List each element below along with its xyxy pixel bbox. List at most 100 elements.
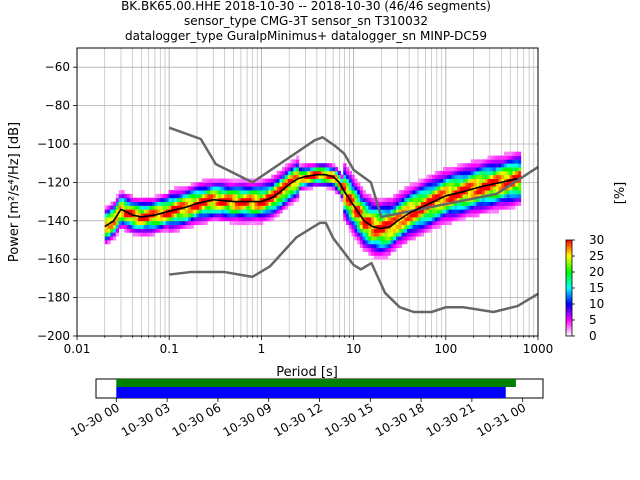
psd-cell [459,193,463,199]
psd-cell [420,186,425,191]
psd-cell [454,167,458,172]
psd-cell [440,205,444,210]
psd-cell [404,201,408,206]
psd-cell [448,193,452,199]
psd-cell [218,209,222,214]
psd-cell [473,205,477,210]
psd-cell [368,220,372,226]
psd-cell [451,167,455,172]
psd-cell [315,182,319,187]
psd-cell [162,213,167,218]
psd-cell [187,205,192,210]
timeline-tick-label: 10-30 06 [170,400,224,439]
psd-cell [346,209,350,214]
psd-cell [354,236,358,241]
psd-cell [398,228,402,233]
psd-cell [479,182,483,187]
psd-cell [379,197,383,202]
psd-cell [304,167,308,172]
psd-cell [459,201,463,206]
psd-cell [398,232,402,237]
psd-cell [420,201,425,206]
psd-cell [407,186,411,191]
psd-cell [448,190,452,195]
psd-cell [298,163,303,168]
psd-cell [407,213,411,218]
psd-cell [515,193,519,199]
psd-cell [456,178,461,183]
psd-cell [160,220,164,226]
psd-cell [287,193,291,199]
psd-cell [104,209,108,214]
psd-cell [454,170,458,176]
psd-cell [104,213,108,218]
psd-cell [348,170,352,176]
psd-cell [121,224,125,229]
psd-cell [251,182,255,187]
psd-cell [157,197,161,202]
psd-cell [365,201,369,206]
psd-cell [362,220,366,226]
psd-cell [429,213,433,218]
psd-cell [387,228,391,233]
psd-cell [218,205,222,210]
psd-cell [121,216,125,222]
psd-cell [246,186,250,191]
psd-cell [451,186,455,191]
psd-cell [104,240,108,245]
psd-cell [210,205,214,210]
psd-cell [251,213,255,218]
psd-cell [454,190,458,195]
psd-cell [346,220,350,226]
psd-cell [443,197,447,202]
psd-cell [437,201,441,206]
psd-cell [387,209,391,214]
psd-cell [373,209,377,214]
psd-cell [265,216,269,222]
psd-cell [490,190,494,195]
x-axis: 0.01 0.1 1 10 100 1000 [64,336,553,356]
psd-cell [174,190,178,195]
psd-cell [354,201,358,206]
psd-cell [432,178,436,183]
psd-cell [215,182,219,187]
plot-area: 0.01 0.1 1 10 100 1000 −60−80−100−120−140−160… [7,47,553,380]
psd-cell [165,205,169,210]
psd-cell [459,170,463,176]
psd-cell [368,213,372,218]
psd-cell [268,213,272,218]
psd-cell [243,182,247,187]
psd-cell [409,220,413,226]
psd-cell [515,170,519,176]
psd-cell [154,193,158,199]
psd-cell [201,190,205,195]
psd-cell [484,209,488,214]
psd-cell [235,201,239,206]
psd-cell [401,220,405,226]
psd-cell [346,197,350,202]
psd-cell [348,216,352,222]
psd-cell [290,170,294,176]
psd-cell [440,220,444,226]
psd-cell [451,178,455,183]
psd-cell [143,213,147,218]
psd-cell [415,197,419,202]
psd-cell [168,193,172,199]
psd-cell [293,163,297,168]
psd-cell [315,167,319,172]
psd-cell [296,174,300,179]
psd-cell [390,220,394,226]
psd-cell [212,209,217,214]
psd-cell [126,213,131,218]
psd-cell [384,236,389,241]
psd-cell [368,201,372,206]
psd-cell [348,209,352,214]
psd-cell [193,209,197,214]
psd-cell [221,216,225,222]
psd-cell [279,197,283,202]
psd-cell [340,178,344,183]
psd-cell [443,213,447,218]
psd-cell [268,205,272,210]
psd-cell [212,213,217,218]
